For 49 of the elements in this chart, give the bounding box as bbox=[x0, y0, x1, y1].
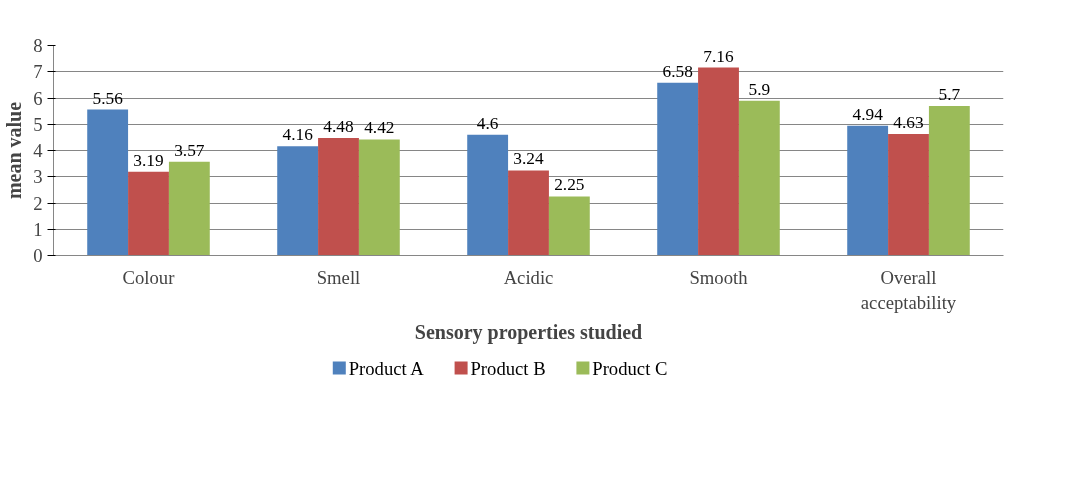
bar bbox=[738, 100, 780, 256]
y-tick-label: 3 bbox=[33, 166, 43, 188]
data-label: 4.63 bbox=[893, 112, 924, 132]
bar bbox=[358, 139, 400, 256]
bar bbox=[87, 109, 129, 256]
data-label: 3.19 bbox=[133, 150, 164, 170]
bar bbox=[508, 170, 549, 256]
bar bbox=[928, 105, 970, 256]
bar bbox=[657, 82, 699, 256]
y-tick-label: 6 bbox=[33, 87, 43, 109]
bar bbox=[847, 125, 889, 256]
data-label: 3.24 bbox=[513, 149, 544, 169]
legend-label: Product C bbox=[592, 357, 668, 379]
data-label: 2.25 bbox=[554, 175, 585, 195]
y-axis-title: mean value bbox=[3, 101, 26, 200]
x-tick-label: Smooth bbox=[689, 266, 749, 288]
x-axis-title: Sensory properties studied bbox=[414, 320, 643, 344]
y-tick-label: 4 bbox=[33, 140, 44, 161]
y-tick-label: 5 bbox=[33, 113, 43, 135]
bar bbox=[168, 161, 210, 256]
y-tick-label: 0 bbox=[33, 245, 43, 266]
bar bbox=[888, 133, 929, 256]
bar bbox=[467, 134, 509, 256]
bar bbox=[698, 67, 739, 256]
data-label: 4.6 bbox=[476, 113, 499, 133]
y-tick-label: 7 bbox=[33, 61, 43, 83]
x-tick-label: Overall acceptability bbox=[860, 266, 957, 313]
y-tick-label: 1 bbox=[33, 218, 43, 240]
data-label: 4.42 bbox=[364, 118, 395, 138]
data-label: 3.57 bbox=[174, 140, 205, 160]
bar bbox=[277, 146, 319, 256]
data-label: 4.16 bbox=[282, 125, 314, 145]
y-tick-label: 8 bbox=[33, 35, 43, 56]
x-tick-label: Colour bbox=[122, 266, 176, 288]
bar bbox=[318, 137, 359, 256]
y-tick-label: 2 bbox=[33, 192, 43, 214]
data-label: 5.7 bbox=[938, 84, 961, 104]
x-tick-label: Smell bbox=[316, 266, 361, 288]
data-label: 7.16 bbox=[703, 46, 734, 66]
data-label: 6.58 bbox=[662, 61, 693, 81]
data-label: 5.56 bbox=[92, 88, 124, 108]
legend-label: Product A bbox=[348, 357, 425, 379]
bar bbox=[128, 171, 169, 256]
data-label: 4.94 bbox=[852, 104, 884, 124]
bar bbox=[548, 196, 590, 256]
legend-label: Product B bbox=[470, 357, 546, 379]
data-label: 5.9 bbox=[748, 79, 771, 99]
data-label: 4.48 bbox=[323, 116, 354, 136]
x-tick-label: Acidic bbox=[503, 266, 554, 288]
